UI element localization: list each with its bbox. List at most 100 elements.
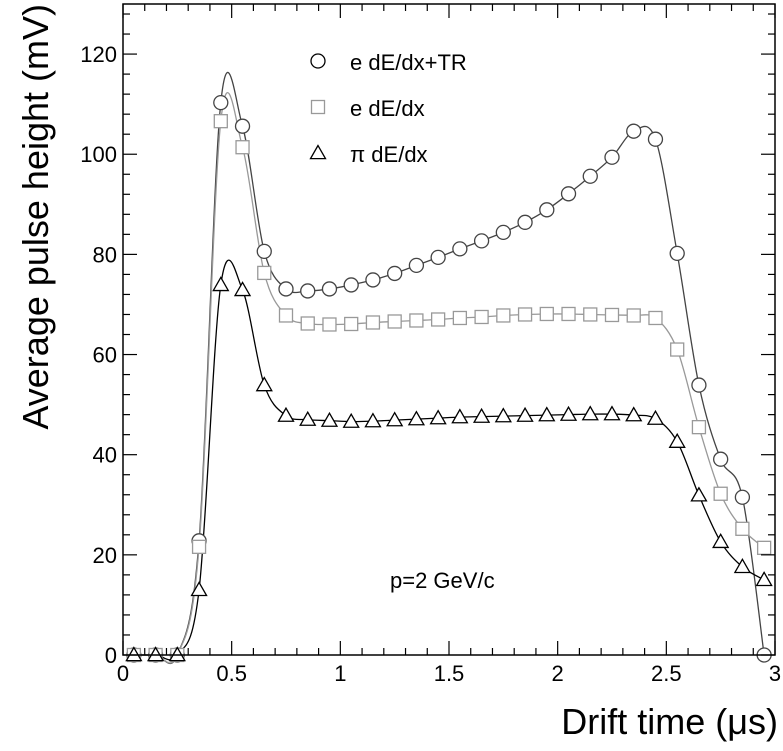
y-axis-ticks: 0 20 40 60 80 100 120 [80, 13, 775, 668]
data-point-circle [713, 451, 729, 467]
data-point-circle [256, 243, 272, 260]
series-markers [125, 95, 773, 663]
data-point-circle [343, 277, 359, 293]
data-point-circle [321, 281, 338, 297]
y-tick-label: 80 [93, 242, 117, 267]
data-point-circle [365, 272, 381, 288]
data-point-square [583, 307, 598, 322]
data-point-square [344, 316, 359, 332]
data-point-circle [495, 224, 511, 241]
data-point-square [387, 314, 402, 329]
data-point-triangle [712, 533, 730, 549]
data-point-square [322, 317, 337, 332]
data-point-circle [517, 214, 533, 230]
legend: e dE/dx+TR e dE/dx π dE/dx [309, 50, 467, 167]
y-tick-label: 120 [80, 42, 117, 67]
data-point-square [235, 140, 250, 155]
data-point-triangle [690, 486, 708, 502]
data-point-square [670, 342, 685, 357]
data-point-triangle [125, 646, 143, 662]
data-point-triangle [451, 408, 469, 424]
legend-circle-icon [310, 53, 326, 69]
data-point-circle [560, 186, 577, 202]
data-point-triangle [668, 432, 686, 448]
data-point-triangle [320, 411, 339, 427]
data-point-square [365, 315, 381, 330]
data-point-triangle [646, 409, 665, 425]
data-point-square [409, 313, 424, 328]
data-point-triangle [625, 406, 643, 422]
y-tick-label: 0 [105, 643, 117, 668]
x-tick-label: 3 [769, 661, 781, 686]
data-point-triangle [538, 406, 556, 422]
data-point-circle [278, 281, 294, 297]
data-point-triangle [733, 558, 752, 574]
data-point-circle [539, 202, 555, 218]
data-point-circle [669, 245, 685, 262]
x-axis-title: Drift time (μs) [561, 701, 778, 742]
data-point-triangle [559, 405, 578, 421]
x-tick-label: 1 [334, 661, 346, 686]
data-point-triangle [429, 409, 447, 425]
data-point-square [561, 306, 576, 322]
data-point-square [257, 265, 272, 281]
data-point-triangle [146, 646, 165, 662]
y-tick-label: 20 [93, 543, 117, 568]
data-point-circle [582, 168, 598, 184]
data-point-circle [604, 149, 620, 165]
data-point-triangle [386, 411, 404, 427]
data-point-square [691, 419, 707, 435]
data-point-circle [626, 123, 642, 139]
data-point-square [452, 310, 468, 326]
data-point-circle [691, 377, 707, 393]
data-point-square [648, 310, 663, 326]
data-point-square [278, 308, 294, 323]
data-point-square [713, 486, 728, 501]
data-point-triangle [755, 571, 773, 587]
data-point-triangle [494, 407, 512, 423]
data-point-triangle [342, 412, 360, 428]
y-axis-title: Average pulse height (mV) [15, 4, 56, 430]
data-point-square [474, 309, 489, 325]
data-point-triangle [190, 581, 208, 597]
data-point-circle [213, 95, 229, 111]
data-point-circle [234, 118, 251, 134]
data-point-triangle [407, 410, 426, 426]
data-point-triangle [212, 276, 230, 292]
data-point-triangle [299, 410, 317, 426]
data-point-circle [647, 131, 664, 147]
data-point-circle [734, 489, 751, 505]
data-point-circle [473, 233, 490, 249]
legend-label: e dE/dx [350, 96, 425, 121]
data-point-triangle [581, 405, 599, 421]
data-point-square [496, 308, 511, 323]
data-point-circle [452, 241, 468, 257]
data-point-square [300, 316, 315, 331]
legend-triangle-icon [309, 144, 327, 160]
legend-label: e dE/dx+TR [350, 50, 467, 75]
legend-label: π dE/dx [350, 142, 428, 167]
data-point-triangle [603, 405, 621, 421]
data-point-square [604, 307, 620, 323]
data-point-triangle [516, 406, 534, 422]
x-tick-label: 1.5 [434, 661, 465, 686]
y-tick-label: 100 [80, 142, 117, 167]
data-point-circle [300, 283, 316, 299]
legend-square-icon [310, 99, 326, 115]
x-tick-label: 0.5 [216, 661, 247, 686]
data-point-circle [387, 265, 403, 282]
data-point-square [756, 540, 772, 555]
momentum-annotation: p=2 GeV/c [390, 568, 495, 593]
data-point-circle [408, 257, 425, 274]
data-point-triangle [168, 646, 186, 662]
x-tick-label: 0 [117, 661, 129, 686]
data-point-square [539, 306, 554, 322]
data-point-square [191, 539, 207, 554]
y-tick-label: 60 [93, 343, 117, 368]
data-point-triangle [277, 406, 295, 422]
data-point-triangle [255, 376, 273, 392]
data-point-triangle [364, 412, 382, 428]
